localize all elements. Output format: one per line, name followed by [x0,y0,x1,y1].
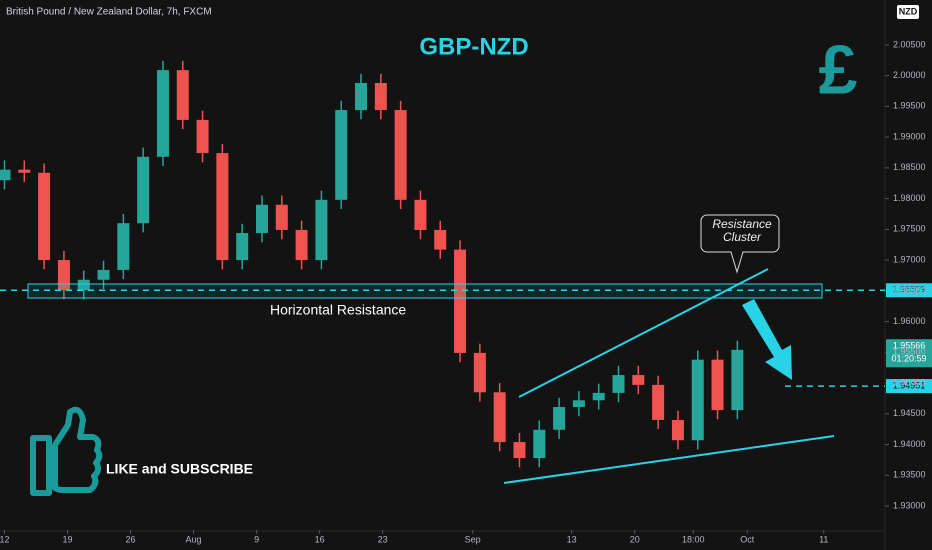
y-tick-label: 1.94500 [893,408,926,418]
countdown-label: 01:20:59 [891,354,926,364]
y-tick-label: 1.99000 [893,131,926,141]
y-tick-label: 1.99500 [893,101,926,111]
y-tick-label: 1.98500 [893,162,926,172]
thumbs-up [30,406,103,496]
candle-body [572,400,585,408]
x-tick-label: 16 [315,534,325,544]
x-tick-label: 13 [567,534,577,544]
y-tick-label: 1.95000 [893,377,926,387]
candle-body [216,153,229,261]
candle-body [394,110,407,200]
horizontal-label: Horizontal Resistance [270,302,406,318]
candle-body [335,110,348,200]
level-label: 1.96509 [893,285,926,295]
trendline-lower [503,435,835,484]
y-tick-label: 1.98000 [893,193,926,203]
candle-body [295,229,308,261]
y-tick-label: 1.96500 [893,285,926,295]
candle-body [454,249,467,353]
y-tick-label: 2.00000 [893,70,926,80]
candle-body [374,83,387,111]
candle-body [632,375,645,385]
x-tick-label: 18:00 [682,534,705,544]
candle-body [255,204,268,234]
x-tick-label: Sep [465,534,481,544]
last-price-tag [886,339,932,368]
candle-body [671,419,684,441]
candle-body [652,384,665,420]
y-tick-label: 2.00500 [893,39,926,49]
cta: LIKE and SUBSCRIBE [106,461,253,477]
candle-body [592,392,605,401]
currency-badge [897,5,919,19]
x-tick-label: 20 [630,534,640,544]
candle-body [18,169,31,173]
candle-body [473,352,486,393]
candles [0,60,744,468]
x-tick-label: 12 [0,534,10,544]
candle-body [57,260,70,291]
thumb-hand [52,406,103,493]
y-tick-label: 1.93000 [893,500,926,510]
y-tick-label: 1.97000 [893,254,926,264]
candle-body [513,442,526,459]
level-tag [886,283,932,298]
callout-label: Resistance Cluster [712,218,772,244]
y-tick-label: 1.96000 [893,316,926,326]
callout-text: Resistance Cluster [712,218,772,244]
y-tick-label: 1.93500 [893,470,926,480]
candle-body [493,392,506,443]
level-label: 1.94951 [893,380,926,390]
candle-body [38,172,51,261]
headline: GBP-NZD [419,33,528,60]
candle-body [236,233,249,261]
x-tick-label: 26 [126,534,136,544]
level-tag [886,379,932,394]
candle-body [117,223,130,270]
last-price-label: 1.95566 [893,341,926,351]
candle-body [196,119,209,154]
candle-body [77,279,90,291]
y-tick-label: 1.95500 [893,347,926,357]
candle-body [731,349,744,411]
candle-body [553,407,566,430]
candle-body [355,83,368,111]
thumb-cuff [30,435,52,496]
y-tick-label: 1.94000 [893,439,926,449]
currency-label: NZD [899,6,918,16]
price-labels: 1.96509 1.94951 1.95566 01:20:59 [886,283,932,394]
candle-body [434,229,447,250]
callout [700,214,780,274]
currency-symbol: £ [819,30,858,108]
candle-body [156,70,169,157]
y-tick-label: 1.97500 [893,224,926,234]
candle-body [137,156,150,224]
x-tick-label: 9 [254,534,259,544]
x-tick-label: 19 [63,534,73,544]
x-tick-label: Aug [186,534,202,544]
candle-body [176,70,189,120]
candle-body [97,269,110,280]
x-tick-label: 11 [819,534,828,544]
candle-body [315,199,328,261]
arrow [742,299,792,380]
x-tick-label: Oct [740,534,755,544]
candle-body [275,204,288,230]
candle-body [414,199,427,230]
chart-title: British Pound / New Zealand Dollar, 7h, … [6,7,212,18]
candle-body [691,359,704,441]
x-tick-label: 23 [378,534,388,544]
candle-body [533,429,546,459]
candle-body [711,359,724,411]
candle-body [0,169,11,181]
candle-body [612,375,625,393]
